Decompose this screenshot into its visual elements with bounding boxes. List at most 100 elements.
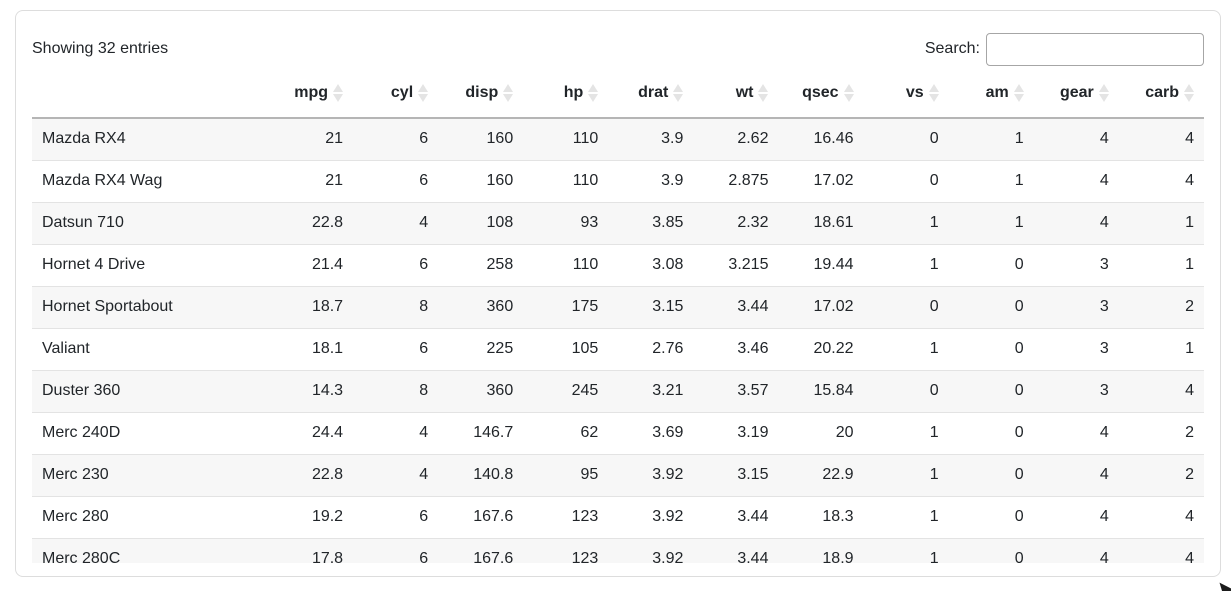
column-label: qsec xyxy=(802,84,839,101)
column-header-mpg[interactable]: mpg xyxy=(268,75,354,119)
table-scroll-area[interactable]: mpg cyl disp hp drat wt qsec vs am gear carb Mazda… xyxy=(32,75,1204,563)
column-label: gear xyxy=(1059,84,1094,101)
row-name: Mazda RX4 Wag xyxy=(32,160,268,203)
column-label: drat xyxy=(638,84,669,101)
table-row: Merc 280C 17.8 6 167.6 123 3.92 3.44 18.9 1 0 4 4 xyxy=(32,538,1204,563)
column-label: vs xyxy=(905,84,924,101)
cell-value: 225 xyxy=(438,328,524,371)
cell-value: 1 xyxy=(1118,202,1204,245)
cell-value: 4 xyxy=(353,412,439,455)
cell-value: 110 xyxy=(523,160,609,203)
column-header-am[interactable]: am xyxy=(948,75,1034,119)
cell-value: 95 xyxy=(523,454,609,497)
cell-value: 3 xyxy=(1033,370,1119,413)
cell-value: 1 xyxy=(863,538,949,563)
table-row: Merc 230 22.8 4 140.8 95 3.92 3.15 22.9 1 0 4 2 xyxy=(32,454,1204,497)
data-table-card: Showing 32 entries Search: mpg cyl disp hp d… xyxy=(15,10,1221,577)
sort-icon xyxy=(588,84,599,102)
cell-value: 2 xyxy=(1118,412,1204,455)
cell-value: 3 xyxy=(1033,286,1119,329)
entries-count: Showing 32 entries xyxy=(32,40,169,57)
cell-value: 3 xyxy=(1033,244,1119,287)
search-label: Search: xyxy=(924,40,980,57)
column-header-vs[interactable]: vs xyxy=(863,75,949,119)
row-name: Merc 280C xyxy=(32,538,268,563)
cell-value: 3.215 xyxy=(693,244,779,287)
cell-value: 167.6 xyxy=(438,496,524,539)
column-label: cyl xyxy=(390,84,414,101)
column-header-inner: carb xyxy=(1145,84,1194,102)
column-header-qsec[interactable]: qsec xyxy=(778,75,864,119)
cell-value: 1 xyxy=(863,412,949,455)
cell-value: 24.4 xyxy=(268,412,354,455)
sort-icon xyxy=(843,84,854,102)
cell-value: 16.46 xyxy=(778,118,864,161)
cell-value: 4 xyxy=(1118,496,1204,539)
column-header-carb[interactable]: carb xyxy=(1118,75,1204,119)
cell-value: 2.875 xyxy=(693,160,779,203)
cell-value: 4 xyxy=(1033,454,1119,497)
cell-value: 0 xyxy=(863,370,949,413)
cell-value: 6 xyxy=(353,496,439,539)
cell-value: 245 xyxy=(523,370,609,413)
column-header-inner: hp xyxy=(564,84,599,102)
cell-value: 4 xyxy=(353,454,439,497)
column-header-inner: mpg xyxy=(294,84,344,102)
sort-icon xyxy=(503,84,514,102)
cell-value: 1 xyxy=(863,202,949,245)
search-input[interactable] xyxy=(986,32,1204,66)
column-header-cyl[interactable]: cyl xyxy=(353,75,439,119)
cell-value: 6 xyxy=(353,244,439,287)
cell-value: 1 xyxy=(1118,244,1204,287)
table-toolbar: Showing 32 entries Search: xyxy=(32,29,1204,69)
cell-value: 17.02 xyxy=(778,286,864,329)
cell-value: 62 xyxy=(523,412,609,455)
cell-value: 18.9 xyxy=(778,538,864,563)
cell-value: 6 xyxy=(353,538,439,563)
sort-icon xyxy=(418,84,429,102)
row-name: Merc 230 xyxy=(32,454,268,497)
cell-value: 3.92 xyxy=(608,496,694,539)
row-name: Duster 360 xyxy=(32,370,268,413)
cell-value: 3.92 xyxy=(608,538,694,563)
cell-value: 0 xyxy=(948,328,1034,371)
column-header-name xyxy=(32,75,268,119)
cell-value: 8 xyxy=(353,286,439,329)
column-header-disp[interactable]: disp xyxy=(438,75,524,119)
cell-value: 1 xyxy=(863,244,949,287)
cell-value: 3.44 xyxy=(693,538,779,563)
cell-value: 160 xyxy=(438,160,524,203)
table-row: Mazda RX4 21 6 160 110 3.9 2.62 16.46 0 1 4 4 xyxy=(32,118,1204,161)
cell-value: 6 xyxy=(353,118,439,161)
cell-value: 18.61 xyxy=(778,202,864,245)
cell-value: 2.32 xyxy=(693,202,779,245)
cell-value: 160 xyxy=(438,118,524,161)
cell-value: 1 xyxy=(948,202,1034,245)
cell-value: 1 xyxy=(1118,328,1204,371)
cell-value: 3.57 xyxy=(693,370,779,413)
cell-value: 175 xyxy=(523,286,609,329)
table-row: Hornet 4 Drive 21.4 6 258 110 3.08 3.215 19.44 1… xyxy=(32,244,1204,287)
sort-icon xyxy=(1098,84,1109,102)
cell-value: 4 xyxy=(353,202,439,245)
cell-value: 2 xyxy=(1118,286,1204,329)
cell-value: 167.6 xyxy=(438,538,524,563)
cell-value: 1 xyxy=(863,496,949,539)
table-row: Mazda RX4 Wag 21 6 160 110 3.9 2.875 17.02 0 1 4 4 xyxy=(32,160,1204,203)
cell-value: 21.4 xyxy=(268,244,354,287)
cell-value: 3 xyxy=(1033,328,1119,371)
sort-icon xyxy=(758,84,769,102)
column-header-wt[interactable]: wt xyxy=(693,75,779,119)
column-label: hp xyxy=(563,84,584,101)
column-header-gear[interactable]: gear xyxy=(1033,75,1119,119)
column-header-drat[interactable]: drat xyxy=(608,75,694,119)
sort-icon xyxy=(928,84,939,102)
row-name: Hornet Sportabout xyxy=(32,286,268,329)
cell-value: 3.9 xyxy=(608,160,694,203)
column-header-hp[interactable]: hp xyxy=(523,75,609,119)
cell-value: 6 xyxy=(353,328,439,371)
cell-value: 17.02 xyxy=(778,160,864,203)
cell-value: 258 xyxy=(438,244,524,287)
table-body: Mazda RX4 21 6 160 110 3.9 2.62 16.46 0 1 4 4 Mazda … xyxy=(32,118,1204,563)
cell-value: 1 xyxy=(948,118,1034,161)
